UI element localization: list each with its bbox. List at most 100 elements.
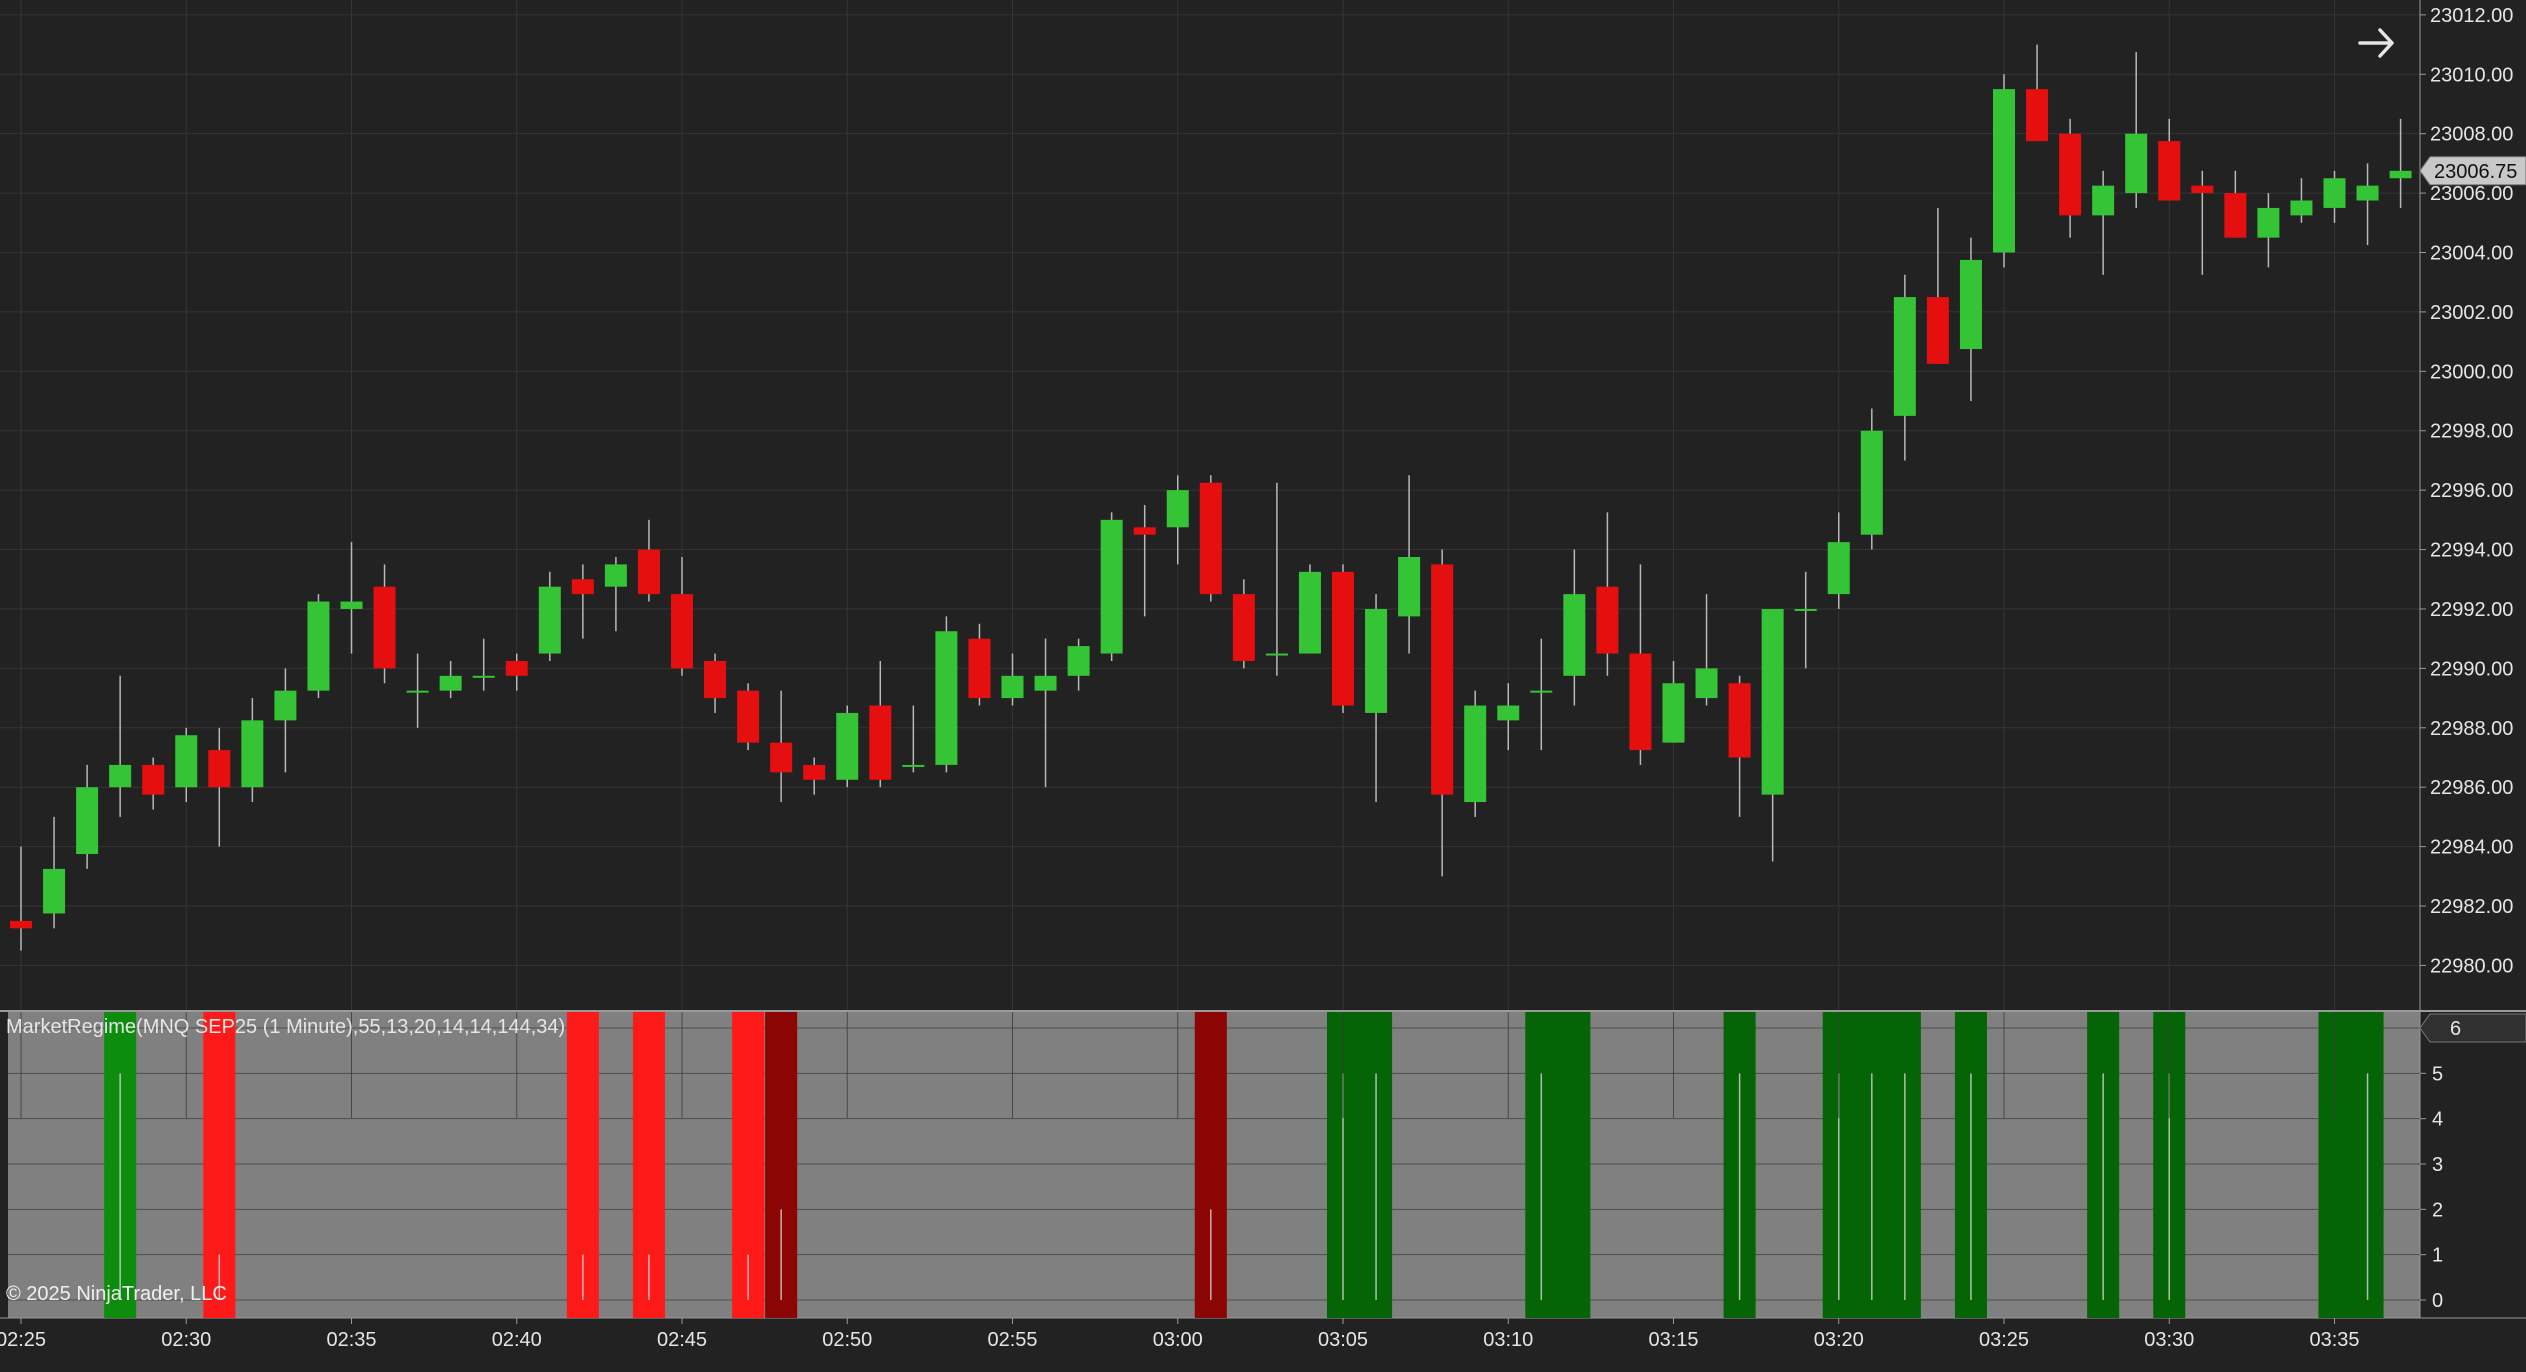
candle-body: [1794, 608, 1817, 611]
candle: [1563, 549, 1586, 706]
candle-body: [472, 675, 495, 678]
indicator-label: MarketRegime(MNQ SEP25 (1 Minute),55,13,…: [6, 1016, 566, 1038]
time-tick-label: 03:15: [1648, 1329, 1698, 1351]
candle: [571, 564, 594, 639]
candle: [1166, 475, 1189, 565]
candle-body: [1728, 683, 1751, 758]
time-tick-label: 02:45: [657, 1329, 707, 1351]
candle-body: [737, 690, 760, 743]
time-tick-label: 02:35: [326, 1329, 376, 1351]
scroll-right-arrow-icon[interactable]: [2352, 18, 2402, 68]
candle: [505, 653, 528, 691]
candle-body: [505, 660, 528, 676]
candle-body: [1265, 653, 1288, 656]
candles-layer: [10, 44, 2412, 951]
candle-body: [2290, 200, 2313, 216]
candle: [1265, 482, 1288, 676]
candle: [472, 638, 495, 691]
candle-body: [538, 586, 561, 654]
candle: [1926, 207, 1949, 364]
price-tick-label: 23008.00: [2430, 124, 2513, 146]
regime-span: [1525, 1012, 1591, 1318]
candle-body: [1629, 653, 1652, 751]
candle-body: [175, 735, 198, 788]
candle: [704, 653, 727, 713]
candle-body: [1761, 608, 1784, 795]
time-tick-label: 02:40: [492, 1329, 542, 1351]
candle-body: [43, 868, 66, 914]
candle-body: [803, 764, 826, 780]
candle: [968, 623, 991, 706]
candle-body: [2191, 185, 2214, 194]
candle: [340, 542, 363, 654]
candle: [2224, 170, 2247, 238]
candle-body: [968, 638, 991, 699]
time-tick-label: 02:25: [0, 1329, 46, 1351]
candle: [2191, 170, 2214, 275]
candle-body: [274, 690, 297, 721]
candle: [1398, 475, 1421, 654]
candle: [671, 556, 693, 676]
regime-span: [1326, 1012, 1393, 1318]
price-tick-label: 23006.00: [2430, 183, 2513, 205]
candle-body: [1232, 594, 1255, 661]
candle: [1199, 475, 1222, 602]
candle: [1431, 549, 1454, 877]
candle-body: [2356, 185, 2379, 201]
candle-body: [142, 764, 165, 795]
candle-body: [1563, 594, 1586, 676]
candle-body: [109, 764, 132, 788]
candle: [1298, 564, 1321, 654]
candle: [538, 571, 561, 661]
indicator-tick-label: 0: [2432, 1290, 2443, 1312]
candle-body: [1860, 430, 1883, 535]
candle-body: [1100, 519, 1123, 654]
candle-body: [1464, 705, 1487, 803]
candle: [1596, 512, 1619, 676]
time-tick-label: 03:10: [1483, 1329, 1533, 1351]
price-tick-label: 22986.00: [2430, 777, 2513, 799]
candle: [737, 683, 760, 751]
candle: [2257, 193, 2280, 268]
price-tick-label: 23004.00: [2430, 243, 2513, 265]
candle: [2026, 44, 2049, 142]
time-tick-label: 03:05: [1318, 1329, 1368, 1351]
candle: [836, 705, 859, 788]
candle: [869, 660, 892, 788]
candle-body: [2158, 141, 2181, 201]
candle: [2092, 170, 2115, 275]
candle: [241, 698, 264, 803]
candle-body: [76, 787, 99, 855]
price-tick-label: 22994.00: [2430, 540, 2513, 562]
candle-body: [1398, 556, 1421, 617]
price-tick-label: 22996.00: [2430, 480, 2513, 502]
candle-body: [10, 920, 32, 929]
candle: [10, 846, 32, 951]
candle: [770, 690, 793, 803]
candle: [307, 594, 330, 699]
price-tick-label: 22982.00: [2430, 896, 2513, 918]
time-tick-label: 02:30: [161, 1329, 211, 1351]
candle: [439, 660, 462, 699]
candle-body: [1596, 586, 1619, 654]
candle-body: [935, 631, 958, 765]
candle-body: [1959, 259, 1982, 350]
candle: [1761, 608, 1784, 862]
candle: [1860, 408, 1883, 550]
candle-body: [671, 594, 693, 669]
candle-body: [1893, 297, 1916, 416]
candle: [1827, 512, 1850, 609]
candle: [1695, 594, 1718, 706]
candle: [1530, 638, 1553, 751]
price-tick-label: 22988.00: [2430, 718, 2513, 740]
candle: [1332, 564, 1354, 713]
candle: [637, 519, 660, 602]
candle-body: [2125, 133, 2148, 194]
candle-body: [340, 601, 363, 609]
indicator-tick-label: 3: [2432, 1154, 2443, 1176]
candle: [803, 757, 826, 795]
candle: [935, 616, 958, 773]
indicator-tick-label: 4: [2432, 1109, 2443, 1131]
